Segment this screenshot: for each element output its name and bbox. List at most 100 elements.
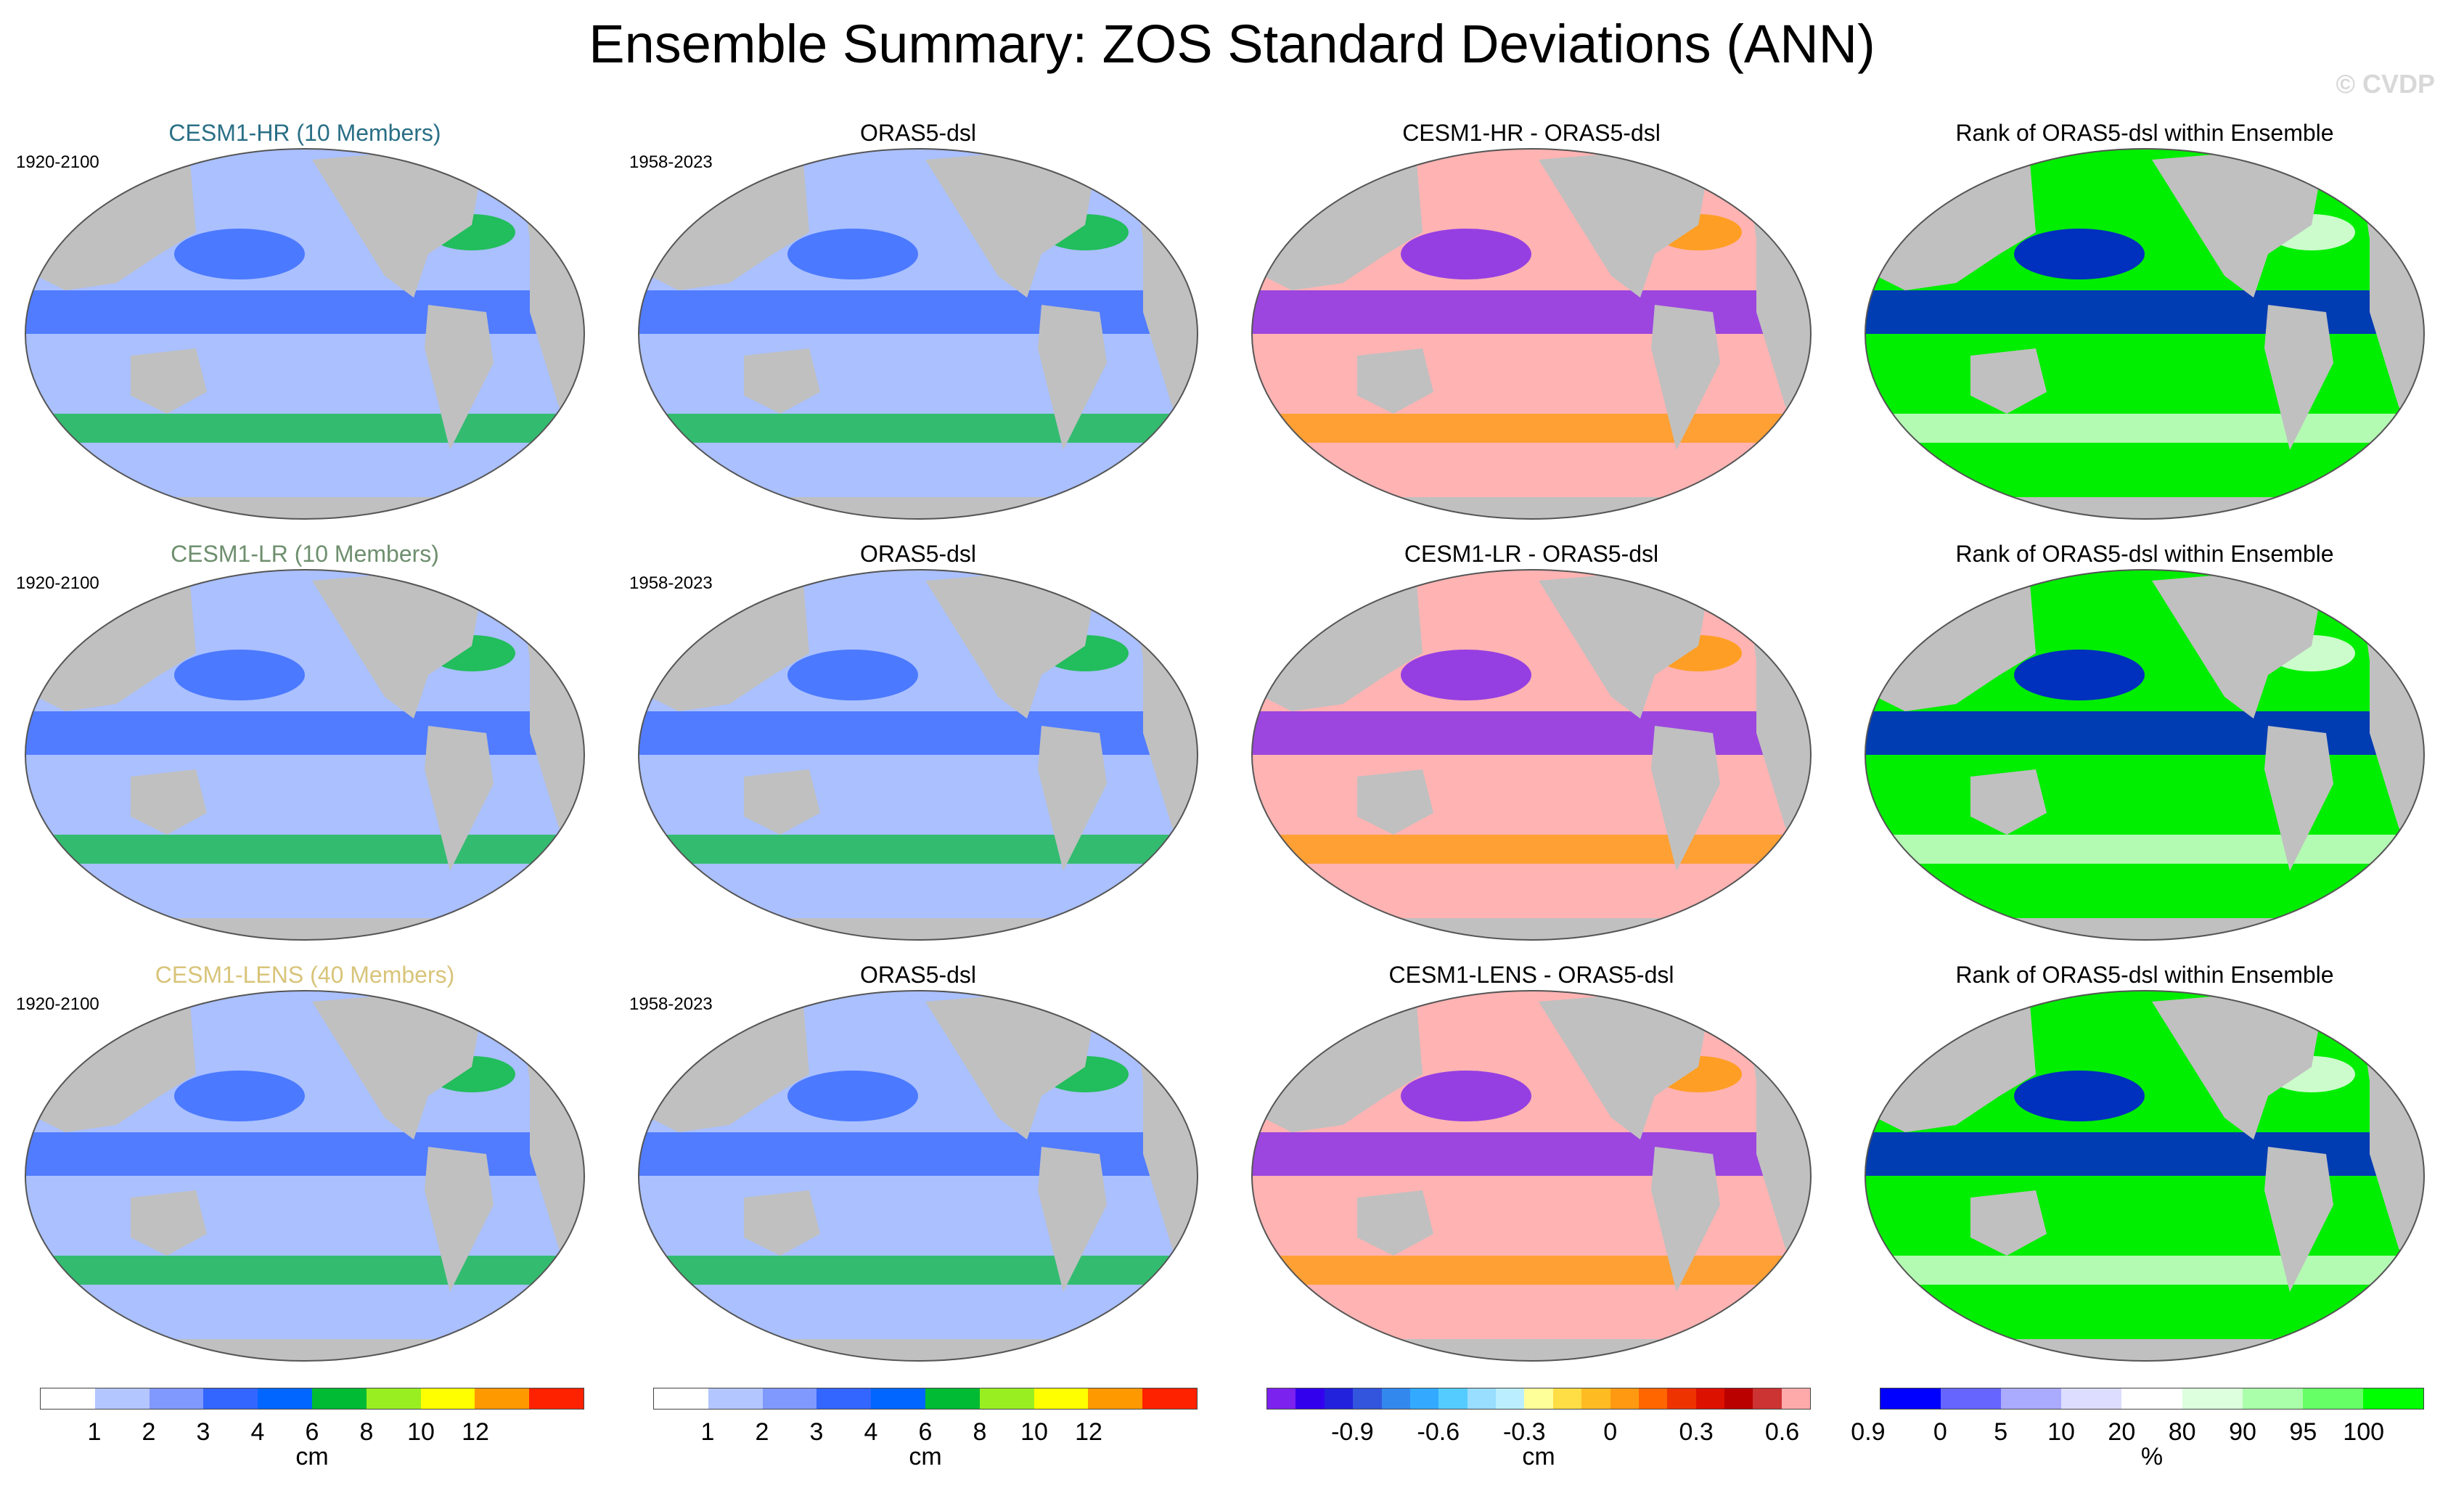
north-pacific-feature — [1401, 650, 1531, 700]
colorbar-tick-label: 12 — [462, 1418, 489, 1446]
south-america-landmass — [1651, 1147, 1720, 1292]
colorbar-swatch — [41, 1388, 95, 1409]
southern-band — [25, 414, 584, 443]
colorbar-unit: % — [2140, 1443, 2164, 1470]
colorbar-swatch — [2362, 1388, 2423, 1409]
north-america-landmass — [312, 991, 486, 1140]
north-america-landmass — [925, 149, 1100, 298]
colorbar-tick-label: 6 — [918, 1418, 933, 1446]
tropical-band — [1865, 711, 2424, 755]
world-map-ensemble — [25, 990, 585, 1362]
north-america-landmass — [2152, 991, 2326, 1140]
south-america-landmass — [425, 726, 494, 871]
tropical-band — [1252, 1132, 1811, 1176]
tropical-band — [1252, 290, 1811, 334]
australia-landmass — [1357, 769, 1433, 835]
colorbar-swatch — [1267, 1388, 1296, 1409]
north-pacific-feature — [174, 650, 305, 700]
colorbar — [40, 1388, 584, 1410]
colorbar-swatch — [2001, 1388, 2062, 1409]
colorbar-unit: cm — [1522, 1443, 1555, 1470]
tropical-band — [1252, 711, 1811, 755]
colorbar-swatch — [1353, 1388, 1382, 1409]
colorbar-swatch — [1467, 1388, 1496, 1409]
colorbar-tick-label: 6 — [305, 1418, 319, 1446]
north-pacific-feature — [1401, 1071, 1531, 1121]
north-america-landmass — [925, 991, 1100, 1140]
south-america-landmass — [425, 1147, 494, 1292]
colorbar-tick-label: 10 — [407, 1418, 435, 1446]
colorbar-tick-label: 0 — [1603, 1418, 1618, 1446]
colorbar-tick-label: 0.9 — [1851, 1418, 1886, 1446]
australia-landmass — [1970, 769, 2047, 835]
period-label: 1920-2100 — [16, 994, 99, 1014]
australia-landmass — [131, 348, 207, 414]
southern-band — [1252, 414, 1811, 443]
southern-band — [1252, 1256, 1811, 1285]
colorbar-swatch — [1781, 1388, 1811, 1409]
colorbar-swatch — [1324, 1388, 1354, 1409]
southern-band — [25, 835, 584, 864]
south-america-landmass — [425, 305, 494, 450]
panel-title-obs: ORAS5-dsl — [859, 120, 977, 146]
colorbar-swatch — [2061, 1388, 2122, 1409]
world-map-diff — [1251, 990, 1812, 1362]
period-label: 1920-2100 — [16, 573, 99, 593]
south-america-landmass — [2264, 1147, 2333, 1292]
colorbar-swatch — [979, 1388, 1034, 1409]
colorbar-swatch — [1610, 1388, 1639, 1409]
southern-band — [1252, 835, 1811, 864]
colorbar-swatch — [1381, 1388, 1410, 1409]
panel-title-ensemble: CESM1-LR (10 Members) — [171, 541, 439, 567]
colorbar-tick-label: 12 — [1075, 1418, 1102, 1446]
period-label: 1958-2023 — [629, 152, 713, 172]
colorbar-unit: cm — [295, 1443, 329, 1470]
colorbar — [653, 1388, 1198, 1410]
australia-landmass — [744, 348, 820, 414]
australia-landmass — [131, 769, 207, 835]
australia-landmass — [744, 769, 820, 835]
tropical-band — [25, 1132, 584, 1176]
australia-landmass — [744, 1190, 820, 1256]
southern-band — [639, 835, 1198, 864]
world-map-ensemble — [25, 148, 585, 520]
world-map-diff — [1251, 569, 1812, 941]
period-label: 1958-2023 — [629, 573, 713, 593]
southern-band — [639, 414, 1198, 443]
colorbar-swatch — [94, 1388, 150, 1409]
colorbar-swatch — [366, 1388, 421, 1409]
north-pacific-feature — [787, 229, 918, 279]
panel-title-ensemble: CESM1-HR (10 Members) — [168, 120, 441, 146]
south-america-landmass — [1038, 1147, 1107, 1292]
colorbar-swatch — [1667, 1388, 1696, 1409]
southern-band — [25, 1256, 584, 1285]
colorbar-tick-label: 3 — [196, 1418, 210, 1446]
world-map-ensemble — [25, 569, 585, 941]
colorbar-swatch — [1880, 1388, 1941, 1409]
world-map-rank — [1865, 569, 2425, 941]
figure-title: Ensemble Summary: ZOS Standard Deviation… — [589, 14, 1875, 74]
colorbar-swatch — [1724, 1388, 1753, 1409]
colorbar-swatch — [2242, 1388, 2303, 1409]
colorbar-swatch — [1088, 1388, 1143, 1409]
world-map-rank — [1865, 990, 2425, 1362]
period-label: 1920-2100 — [16, 152, 99, 172]
colorbar-swatch — [1941, 1388, 2002, 1409]
north-pacific-feature — [174, 229, 305, 279]
panel-title-rank: Rank of ORAS5-dsl within Ensemble — [1955, 120, 2334, 146]
colorbar-swatch — [708, 1388, 763, 1409]
north-america-landmass — [2152, 570, 2326, 719]
colorbar-tick-label: 95 — [2289, 1418, 2317, 1446]
colorbar-swatch — [1753, 1388, 1782, 1409]
watermark-logo: © CVDP — [2336, 69, 2435, 99]
colorbar-tick-label: -0.6 — [1417, 1418, 1460, 1446]
colorbar-swatch — [1552, 1388, 1582, 1409]
colorbar-swatch — [1409, 1388, 1439, 1409]
world-map-obs — [638, 148, 1198, 520]
australia-landmass — [1357, 348, 1433, 414]
colorbar-swatch — [2182, 1388, 2243, 1409]
north-america-landmass — [312, 149, 486, 298]
colorbar-swatch — [816, 1388, 872, 1409]
panel-title-rank: Rank of ORAS5-dsl within Ensemble — [1955, 541, 2334, 567]
colorbar-tick-label: -0.9 — [1331, 1418, 1374, 1446]
